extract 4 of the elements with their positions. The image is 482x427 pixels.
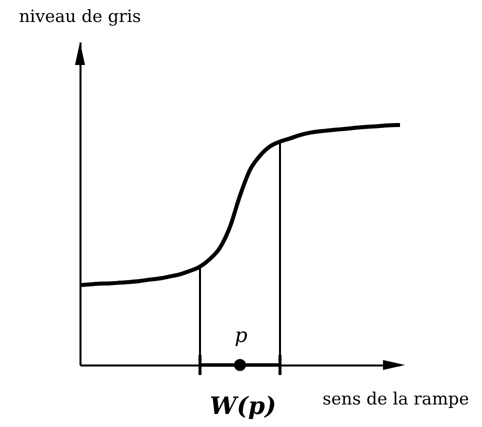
- text: W(p): [210, 391, 276, 420]
- annotation: p: [234, 323, 248, 347]
- text: niveau de gris: [18, 7, 142, 27]
- x-axis-title: sens de la rampe: [322, 390, 470, 410]
